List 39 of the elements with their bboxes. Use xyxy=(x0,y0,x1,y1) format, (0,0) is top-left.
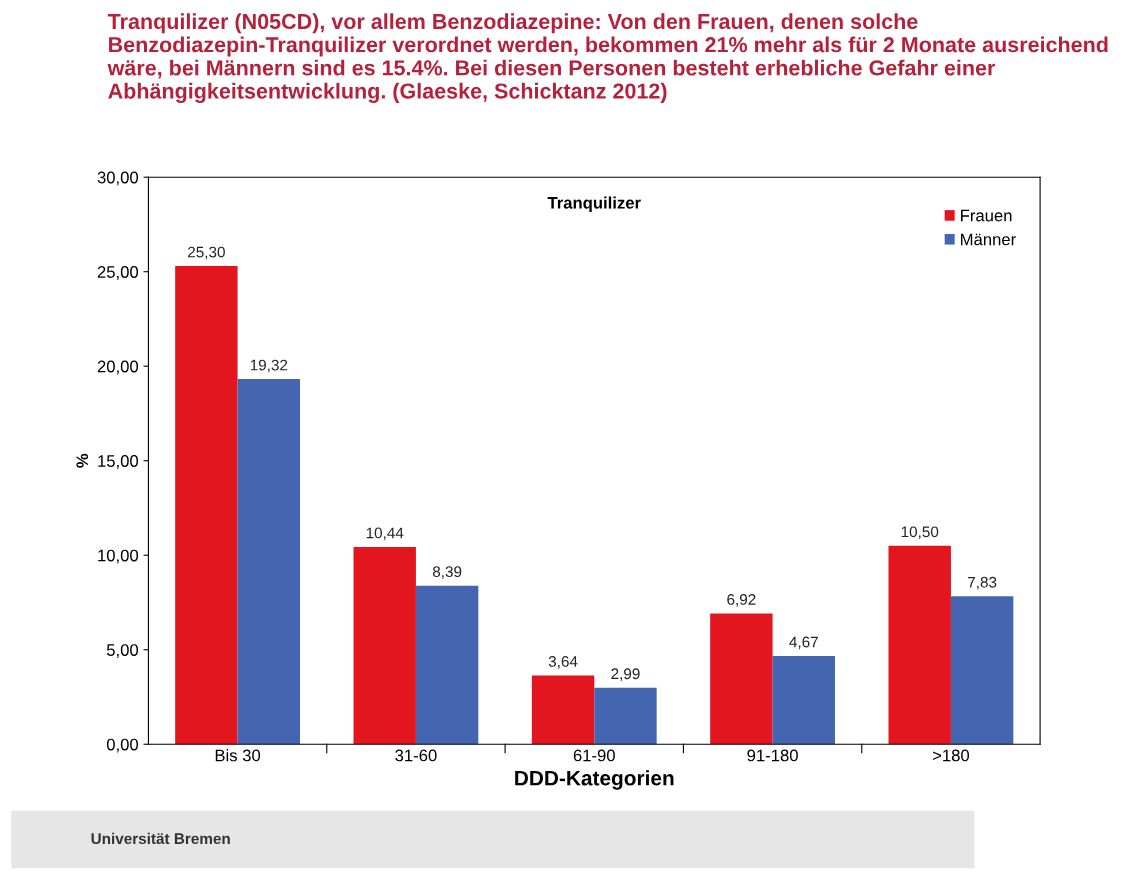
y-tick-label: 5,00 xyxy=(106,644,139,658)
bar xyxy=(237,379,301,745)
bar xyxy=(415,585,479,745)
chart-title: Tranquilizer (N05CD), vor allem Benzodiazepine: Von den Frauen, denen solche Benzodiazepin-Tranquilizer verordnet werden, bekommen 21% mehr als für 2 Monate ausreichend wäre, bei Männern sind es 15.4%. Bei diesen Personen besteht erhebliche Gefahr einer Abhängigkeitsentwicklung. (Glaeske, Schicktanz 2012) xyxy=(107,13,1108,104)
data-label: 25,30 xyxy=(188,246,225,260)
data-label: 6,92 xyxy=(727,594,756,607)
x-tick-label: 91-180 xyxy=(747,749,798,762)
bar xyxy=(175,266,238,745)
data-label: 8,39 xyxy=(432,566,462,579)
data-label: 7,83 xyxy=(968,576,997,590)
bar xyxy=(594,687,657,745)
bar xyxy=(710,613,773,745)
data-label: 4,67 xyxy=(789,636,818,650)
y-tick-label: 30,00 xyxy=(97,171,139,186)
x-tick-label: Bis 30 xyxy=(215,749,261,762)
data-label: 10,44 xyxy=(366,527,404,541)
x-tick-label: 31-60 xyxy=(395,749,437,762)
y-tick-label: 10,00 xyxy=(98,549,139,564)
bar xyxy=(950,596,1014,745)
y-axis-title: % xyxy=(76,453,89,468)
y-tick-label: 25,00 xyxy=(97,266,139,280)
text: Universität Bremen xyxy=(91,832,230,845)
y-tick-label: 0,00 xyxy=(106,738,139,753)
x-tick-label: >180 xyxy=(932,749,970,762)
legend-label: Frauen xyxy=(961,209,1012,222)
text: Tranquilizer xyxy=(547,196,641,213)
data-label: 3,64 xyxy=(548,656,578,669)
bar xyxy=(888,545,951,745)
data-label: 19,32 xyxy=(250,359,288,373)
data-label: 2,99 xyxy=(611,668,640,681)
bar xyxy=(353,546,416,745)
y-tick-label: 15,00 xyxy=(98,455,139,469)
x-axis-title: DDD-Kategorien xyxy=(515,770,674,790)
bar xyxy=(772,655,836,745)
y-tick-label: 20,00 xyxy=(97,360,139,375)
bar xyxy=(531,675,595,745)
x-tick-label: 61-90 xyxy=(573,749,615,762)
legend-label: Männer xyxy=(961,233,1016,246)
data-label: 10,50 xyxy=(901,526,939,540)
